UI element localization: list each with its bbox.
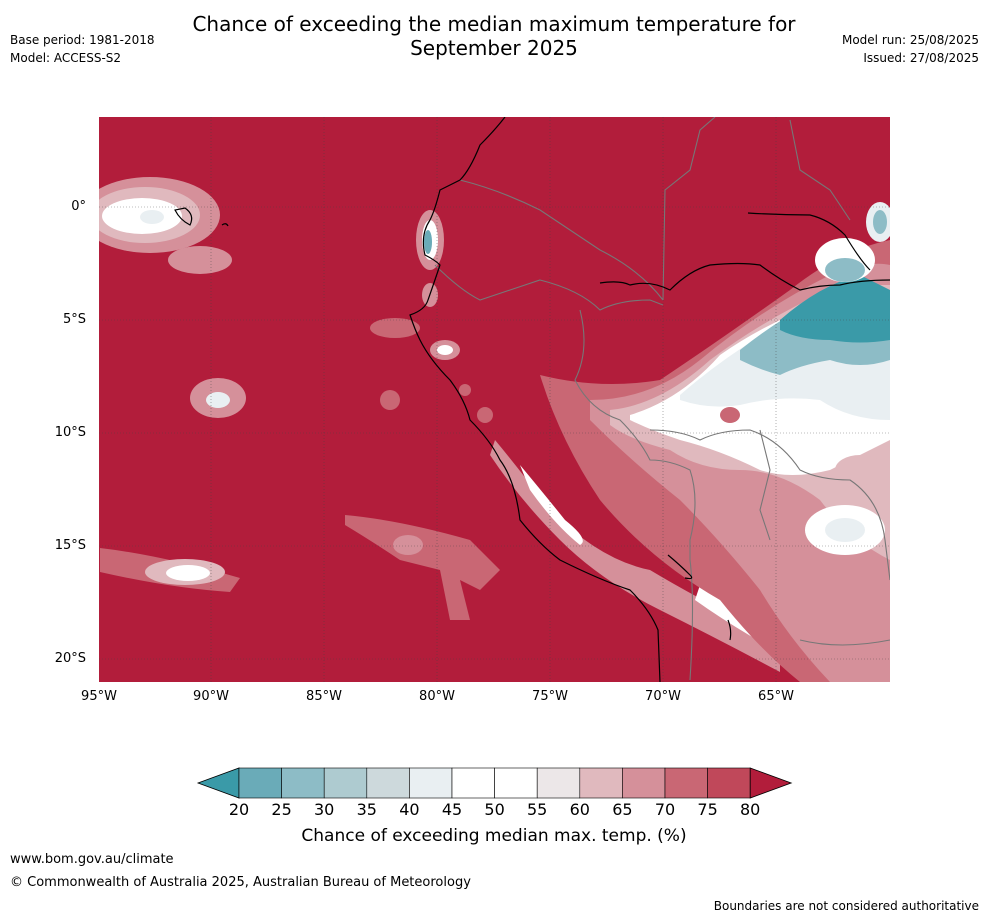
lon-label-65w: 65°W bbox=[758, 689, 794, 704]
colorbar-tick-label: 40 bbox=[399, 800, 420, 819]
colorbar-swatch bbox=[238, 767, 282, 799]
lon-label-85w: 85°W bbox=[306, 689, 342, 704]
lon-label-70w: 70°W bbox=[645, 689, 681, 704]
colorbar-tick-label: 65 bbox=[612, 800, 633, 819]
model-run-text: Model run: 25/08/2025 bbox=[841, 33, 979, 47]
lon-label-80w: 80°W bbox=[419, 689, 455, 704]
colorbar-swatch bbox=[281, 767, 325, 799]
colorbar-swatch bbox=[579, 767, 623, 799]
title-line-2: September 2025 bbox=[410, 36, 578, 60]
colorbar-swatch bbox=[707, 767, 751, 799]
title-line-1: Chance of exceeding the median maximum t… bbox=[192, 12, 796, 36]
colorbar-swatch bbox=[451, 767, 495, 799]
colorbar-tick-label: 20 bbox=[228, 800, 250, 819]
map-field bbox=[99, 117, 890, 682]
lat-label-5s: 5°S bbox=[62, 312, 86, 327]
meta-left: Base period: 1981-2018 Model: ACCESS-S2 bbox=[10, 31, 155, 67]
colorbar-tick-label: 45 bbox=[441, 800, 463, 819]
model-text: Model: ACCESS-S2 bbox=[10, 51, 122, 65]
colorbar-swatch bbox=[494, 767, 538, 799]
issued-text: Issued: 27/08/2025 bbox=[863, 51, 979, 65]
lon-label-75w: 75°W bbox=[532, 689, 568, 704]
colorbar-swatch bbox=[664, 767, 708, 799]
colorbar-swatch bbox=[536, 767, 581, 799]
meta-right: Model run: 25/08/2025 Issued: 27/08/2025 bbox=[842, 31, 979, 67]
colorbar-tick-label: 25 bbox=[271, 800, 292, 819]
colorbar-extend-high bbox=[749, 767, 793, 799]
lon-label-95w: 95°W bbox=[81, 689, 117, 704]
colorbar-tick-label: 50 bbox=[484, 800, 505, 819]
colorbar-swatch bbox=[622, 767, 666, 799]
footer-url[interactable]: www.bom.gov.au/climate bbox=[10, 852, 174, 867]
galapagos-anomaly bbox=[99, 177, 232, 274]
colorbar-swatch bbox=[323, 767, 368, 799]
footer-copyright: © Commonwealth of Australia 2025, Austra… bbox=[10, 875, 471, 890]
lat-label-10s: 10°S bbox=[54, 425, 86, 440]
colorbar-tick-label: 75 bbox=[697, 800, 718, 819]
lat-label-0: 0° bbox=[71, 199, 86, 214]
lat-label-20s: 20°S bbox=[54, 651, 86, 666]
colorbar-tick-label: 80 bbox=[740, 800, 761, 819]
graticule bbox=[99, 117, 890, 682]
colorbar-label: Chance of exceeding median max. temp. (%… bbox=[301, 826, 687, 846]
coastline bbox=[174, 117, 890, 682]
colorbar-swatch bbox=[409, 767, 453, 799]
colorbar-tick-label: 55 bbox=[527, 800, 548, 819]
southern-streak bbox=[100, 515, 500, 620]
colorbar-tick-label: 35 bbox=[356, 800, 377, 819]
colorbar-tick-label: 60 bbox=[569, 800, 590, 819]
colorbar-tick-label: 30 bbox=[314, 800, 335, 819]
interior-anomaly bbox=[540, 202, 890, 682]
footer-note: Boundaries are not considered authoritat… bbox=[713, 899, 979, 913]
colorbar-tick-label: 70 bbox=[654, 800, 676, 819]
colorbar-extend-low bbox=[196, 767, 240, 799]
lat-label-15s: 15°S bbox=[54, 538, 86, 553]
map-title: Chance of exceeding the median maximum t… bbox=[140, 12, 848, 60]
country-borders bbox=[434, 117, 890, 681]
base-period-text: Base period: 1981-2018 bbox=[10, 33, 155, 47]
colorbar-swatch bbox=[366, 767, 410, 799]
lon-label-90w: 90°W bbox=[193, 689, 229, 704]
colorbar bbox=[196, 767, 793, 799]
